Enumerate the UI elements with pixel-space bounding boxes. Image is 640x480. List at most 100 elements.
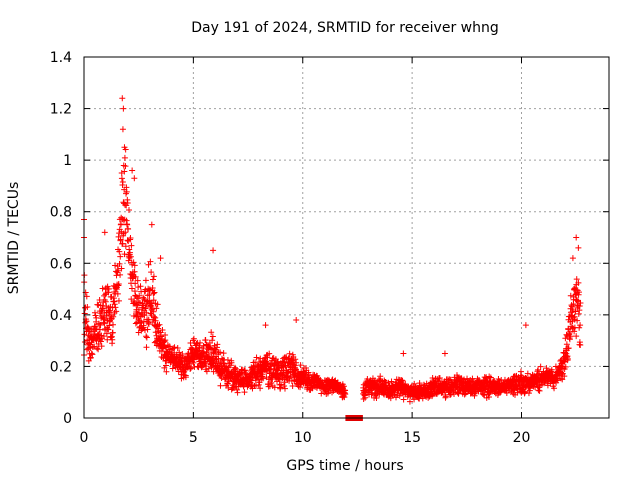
data-point: [127, 253, 134, 260]
data-point: [163, 368, 170, 375]
data-point: [576, 324, 583, 331]
data-point: [145, 321, 152, 328]
data-point: [231, 364, 238, 371]
data-point: [565, 345, 572, 352]
data-point: [131, 268, 138, 275]
data-point: [551, 385, 558, 392]
plot-frame: [83, 56, 610, 419]
data-point: [517, 368, 524, 375]
data-point: [162, 332, 169, 339]
data-point: [121, 168, 128, 175]
data-point: [114, 290, 121, 297]
data-point: [209, 333, 216, 340]
data-point: [157, 255, 164, 262]
data-point: [103, 330, 110, 337]
data-point: [158, 333, 165, 340]
data-point: [360, 396, 367, 402]
data-point: [575, 244, 582, 251]
data-point: [268, 379, 275, 386]
data-point: [248, 377, 255, 384]
data-point: [190, 335, 197, 342]
data-point: [104, 336, 111, 343]
data-point: [572, 308, 579, 315]
data-point: [112, 262, 119, 269]
data-point: [342, 391, 349, 398]
data-point: [396, 392, 403, 399]
data-point: [154, 301, 161, 308]
data-point: [146, 291, 153, 298]
data-point: [145, 261, 152, 268]
data-point: [149, 276, 156, 283]
data-point: [159, 326, 166, 333]
data-point: [85, 325, 92, 332]
data-point: [187, 365, 194, 372]
data-point: [152, 317, 159, 324]
data-point: [554, 377, 561, 384]
data-point: [117, 253, 124, 260]
data-point: [318, 390, 325, 397]
data-point: [575, 289, 582, 296]
data-point: [391, 391, 398, 398]
data-point: [139, 326, 146, 333]
data-point: [485, 394, 492, 401]
data-point: [297, 362, 304, 369]
data-point: [536, 387, 543, 394]
data-point: [512, 373, 519, 380]
data-point: [115, 281, 122, 288]
data-point: [232, 365, 239, 372]
data-point: [255, 381, 262, 388]
data-point: [91, 309, 98, 316]
data-point: [293, 359, 300, 366]
data-point: [112, 304, 119, 311]
data-point: [289, 382, 296, 389]
data-point: [128, 242, 135, 249]
data-point: [400, 396, 407, 403]
data-point: [150, 297, 157, 304]
data-point: [171, 344, 178, 351]
data-point: [97, 338, 104, 345]
data-point: [127, 235, 134, 242]
data-point: [144, 326, 151, 333]
data-point: [122, 229, 129, 236]
data-point: [535, 366, 542, 373]
data-point: [121, 144, 128, 151]
data-point: [137, 320, 144, 327]
data-point: [234, 386, 241, 393]
data-point: [266, 350, 273, 357]
data-point: [537, 363, 544, 370]
data-point: [487, 374, 494, 381]
data-point: [111, 301, 118, 308]
data-point: [574, 317, 581, 324]
data-point: [118, 265, 125, 272]
data-point: [149, 284, 156, 291]
data-point: [143, 344, 150, 351]
data-point: [118, 175, 125, 182]
data-point: [130, 259, 137, 266]
data-point: [156, 321, 163, 328]
data-point: [148, 269, 155, 276]
data-point: [126, 249, 133, 256]
data-point: [142, 277, 149, 284]
data-point: [577, 322, 584, 329]
data-point: [106, 307, 113, 314]
data-point: [143, 333, 150, 340]
data-point: [96, 326, 103, 333]
data-point: [241, 389, 248, 396]
data-point: [563, 341, 570, 348]
data-point: [577, 341, 584, 348]
x-tick-label: 20: [513, 430, 531, 446]
data-point: [573, 276, 580, 283]
data-point: [93, 325, 100, 332]
data-point: [150, 290, 157, 297]
data-point: [210, 368, 217, 375]
data-point: [110, 321, 117, 328]
x-tick-label: 0: [80, 430, 89, 446]
data-point: [137, 283, 144, 290]
data-point: [147, 258, 154, 265]
data-point: [202, 360, 209, 367]
data-point: [119, 126, 126, 133]
data-point: [522, 322, 529, 329]
data-point: [121, 154, 128, 161]
